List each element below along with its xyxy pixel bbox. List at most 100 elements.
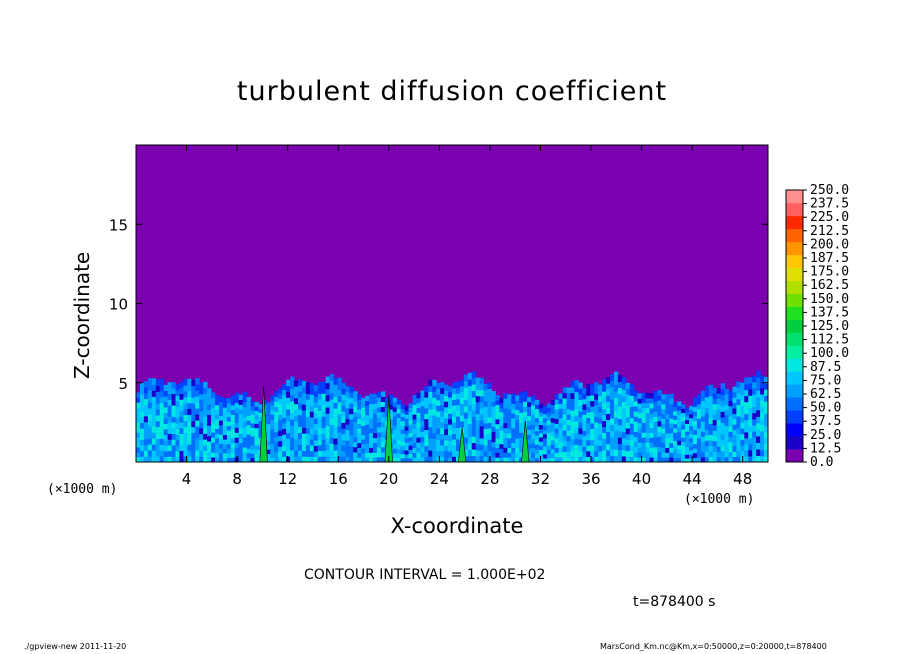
field-cell: [511, 427, 516, 434]
field-cell: [226, 425, 232, 431]
field-cell: [562, 445, 568, 452]
field-cell: [191, 438, 196, 445]
field-cell: [554, 437, 560, 444]
field-cell: [527, 420, 532, 426]
field-cell: [341, 416, 346, 423]
field-cell: [301, 381, 307, 388]
field-cell: [546, 436, 552, 442]
field-cell: [511, 413, 516, 419]
field-cell: [752, 443, 757, 451]
field-cell: [578, 444, 583, 452]
field-cell: [444, 417, 449, 424]
field-cell: [278, 387, 283, 394]
field-cell: [689, 441, 694, 447]
field-cell: [258, 404, 263, 409]
field-cell: [337, 377, 342, 385]
field-cell: [685, 438, 690, 444]
field-cell: [171, 433, 176, 440]
field-cell: [325, 425, 331, 432]
field-cell: [424, 456, 429, 462]
field-cell: [203, 439, 208, 446]
field-cell: [523, 416, 528, 423]
field-cell: [704, 434, 710, 441]
field-cell: [297, 402, 303, 410]
field-cell: [704, 418, 710, 425]
field-cell: [499, 416, 504, 422]
field-cell: [708, 450, 714, 457]
field-cell: [708, 417, 714, 424]
field-cell: [191, 450, 196, 457]
field-cell: [408, 449, 413, 455]
field-cell: [440, 416, 445, 423]
field-cell: [171, 382, 176, 389]
field-cell: [463, 412, 469, 419]
field-cell: [625, 405, 631, 412]
field-cell: [633, 390, 639, 397]
field-cell: [621, 449, 627, 457]
field-cell: [511, 418, 516, 424]
field-cell: [523, 396, 528, 402]
field-cell: [341, 439, 346, 446]
field-cell: [665, 447, 670, 453]
field-cell: [294, 444, 299, 451]
field-cell: [353, 431, 358, 438]
field-cell: [388, 399, 394, 405]
field-cell: [471, 377, 477, 385]
field-cell: [483, 434, 489, 441]
field-cell: [732, 386, 737, 393]
field-cell: [147, 396, 153, 403]
field-cell: [139, 411, 145, 418]
field-cell: [171, 456, 176, 462]
field-cell: [400, 441, 406, 447]
field-cell: [645, 422, 650, 428]
field-cell: [341, 394, 346, 401]
field-cell: [459, 415, 465, 422]
field-cell: [274, 416, 279, 423]
field-cell: [187, 390, 192, 398]
field-cell: [613, 436, 619, 444]
field-cell: [428, 456, 433, 462]
field-cell: [657, 425, 662, 432]
field-cell: [282, 439, 287, 446]
field-cell: [475, 419, 481, 427]
field-cell: [325, 400, 331, 408]
field-cell: [222, 425, 228, 431]
field-cell: [677, 414, 682, 420]
field-cell: [238, 399, 244, 405]
field-cell: [736, 433, 741, 440]
field-cell: [562, 392, 568, 399]
colorbar-segment: [786, 410, 803, 424]
field-cell: [613, 410, 619, 418]
field-cell: [554, 413, 560, 420]
field-cell: [720, 405, 726, 412]
field-cell: [309, 450, 315, 457]
field-cell: [420, 405, 425, 412]
field-cell: [554, 399, 560, 405]
field-cell: [696, 418, 702, 424]
field-cell: [313, 440, 319, 447]
field-cell: [183, 379, 188, 386]
field-cell: [242, 421, 248, 428]
field-cell: [673, 406, 678, 412]
field-cell: [392, 452, 398, 458]
field-cell: [179, 427, 184, 434]
field-cell: [151, 390, 157, 397]
field-cell: [349, 403, 354, 409]
field-cell: [744, 431, 749, 439]
field-cell: [692, 434, 698, 440]
field-cell: [250, 435, 255, 441]
field-cell: [242, 436, 248, 443]
field-cell: [222, 416, 228, 422]
field-cell: [712, 398, 718, 405]
field-cell: [732, 424, 737, 431]
field-cell: [369, 447, 374, 453]
field-cell: [207, 440, 212, 447]
field-cell: [689, 413, 694, 419]
field-cell: [689, 453, 694, 459]
field-cell: [250, 409, 255, 415]
field-cell: [353, 421, 358, 428]
field-cell: [337, 413, 342, 421]
field-cell: [270, 419, 275, 425]
field-cell: [689, 425, 694, 431]
field-cell: [211, 437, 216, 443]
